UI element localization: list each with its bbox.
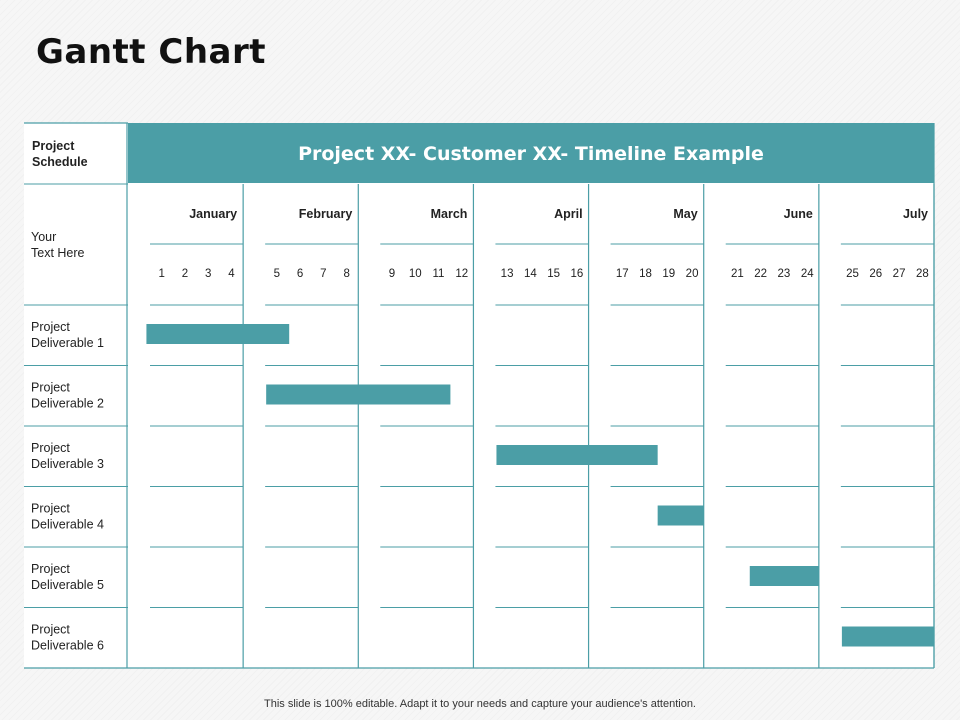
task-label-line1: Project: [31, 381, 70, 395]
week-label: 22: [754, 268, 767, 280]
week-label: 21: [731, 268, 744, 280]
month-label: January: [189, 207, 237, 221]
task-label-line1: Project: [31, 623, 70, 637]
timeline-title: Project XX- Customer XX- Timeline Exampl…: [298, 143, 764, 165]
task-label-line2: Deliverable 1: [31, 336, 104, 350]
week-label: 13: [501, 268, 514, 280]
month-label: June: [784, 207, 813, 221]
task-label-line1: Project: [31, 441, 70, 455]
task-label-line2: Deliverable 2: [31, 397, 104, 411]
week-label: 25: [846, 268, 859, 280]
week-label: 24: [801, 268, 814, 280]
week-label: 16: [571, 268, 584, 280]
week-label: 4: [228, 268, 235, 280]
task-bar: [749, 566, 819, 586]
week-label: 2: [182, 268, 188, 280]
week-label: 9: [389, 268, 395, 280]
footer-note: This slide is 100% editable. Adapt it to…: [264, 698, 696, 710]
week-label: 14: [524, 268, 537, 280]
task-label-line1: Project: [31, 562, 70, 576]
corner-label-line2: Schedule: [32, 155, 88, 169]
month-label: February: [299, 207, 353, 221]
week-label: 5: [274, 268, 280, 280]
timeline-title-band: [128, 123, 934, 183]
task-label-line2: Deliverable 4: [31, 518, 104, 532]
page-title: Gantt Chart: [36, 32, 267, 72]
week-label: 20: [686, 268, 699, 280]
month-label: July: [903, 207, 928, 221]
week-label: 7: [320, 268, 326, 280]
week-label: 12: [455, 268, 468, 280]
week-label: 27: [893, 268, 906, 280]
task-label-line1: Project: [31, 502, 70, 516]
task-bar: [266, 384, 451, 405]
week-label: 8: [343, 268, 349, 280]
task-label-line2: Deliverable 3: [31, 457, 104, 471]
week-label: 6: [297, 268, 303, 280]
week-label: 10: [409, 268, 422, 280]
week-label: 23: [778, 268, 791, 280]
corner-label-line1: Project: [32, 139, 75, 153]
task-bar: [841, 626, 934, 647]
week-label: 28: [916, 268, 929, 280]
task-bar: [657, 505, 704, 526]
task-label-line1: Project: [31, 320, 70, 334]
week-label: 17: [616, 268, 629, 280]
month-label: April: [554, 207, 582, 221]
week-label: 3: [205, 268, 211, 280]
task-label-line2: Deliverable 6: [31, 639, 104, 653]
week-label: 26: [869, 268, 882, 280]
task-label-line2: Deliverable 5: [31, 578, 104, 592]
row-header-line2: Text Here: [31, 246, 85, 260]
table-background: [24, 123, 934, 668]
week-label: 15: [547, 268, 560, 280]
task-bar: [146, 324, 290, 344]
week-label: 1: [158, 268, 164, 280]
week-label: 19: [662, 268, 675, 280]
row-header-line1: Your: [31, 230, 56, 244]
task-bar: [496, 445, 658, 465]
week-label: 18: [639, 268, 652, 280]
week-label: 11: [433, 268, 445, 280]
month-label: May: [673, 207, 697, 221]
month-label: March: [431, 207, 468, 221]
